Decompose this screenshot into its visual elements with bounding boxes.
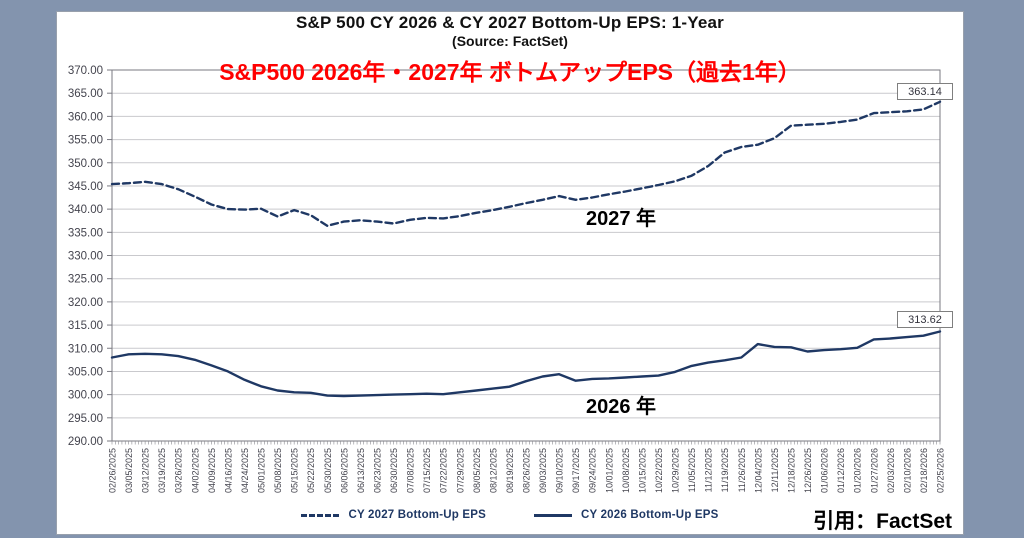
dashed-line-sample-icon (301, 513, 340, 517)
x-axis-tick-label: 12/18/2025 (786, 448, 796, 493)
x-axis-tick-label: 10/15/2025 (637, 448, 647, 493)
y-axis-tick-label: 320.00 (68, 297, 103, 309)
y-axis-tick-label: 365.00 (68, 88, 103, 100)
citation-text: 引用：FactSet (813, 510, 952, 533)
y-axis-tick-label: 355.00 (68, 135, 103, 147)
x-axis-tick-label: 06/23/2025 (372, 448, 382, 493)
x-axis-tick-label: 07/15/2025 (422, 448, 432, 493)
y-axis-tick-label: 350.00 (68, 158, 103, 170)
x-axis-tick-label: 07/08/2025 (406, 448, 416, 493)
series-line-2027 (110, 100, 942, 228)
x-axis-tick-label: 01/20/2026 (853, 448, 863, 493)
x-axis-tick-label: 08/19/2025 (505, 448, 515, 493)
x-axis-tick-label: 06/30/2025 (389, 448, 399, 493)
x-axis-tick-label: 04/16/2025 (223, 448, 233, 493)
x-axis-tick-label: 08/26/2025 (522, 448, 532, 493)
x-axis-tick-label: 03/26/2025 (174, 448, 184, 493)
x-axis-tick-label: 06/06/2025 (339, 448, 349, 493)
y-axis-tick-label: 310.00 (68, 343, 103, 355)
x-axis-tick-label: 06/13/2025 (356, 448, 366, 493)
solid-line-sample-icon (534, 513, 572, 517)
x-axis-tick-label: 03/05/2025 (124, 448, 134, 493)
x-axis-tick-label: 05/01/2025 (257, 448, 267, 493)
end-value-label-2027: 363.14 (897, 83, 953, 100)
series-line-2026 (110, 330, 942, 398)
x-axis-tick-label: 02/25/2026 (936, 448, 946, 493)
y-axis-tick-label: 335.00 (68, 227, 103, 239)
y-axis-tick-label: 370.00 (68, 65, 103, 77)
x-axis-tick-label: 02/10/2026 (902, 448, 912, 493)
y-axis-tick-label: 330.00 (68, 251, 103, 263)
x-axis-tick-label: 03/12/2025 (141, 448, 151, 493)
x-axis-tick-label: 01/06/2026 (820, 448, 830, 493)
x-axis-tick-label: 11/12/2025 (704, 448, 714, 492)
japanese-headline: S&P500 2026年・2027年 ボトムアップEPS（過去1年） (219, 59, 801, 85)
x-axis-tick-label: 08/12/2025 (488, 448, 498, 493)
y-axis-tick-label: 305.00 (68, 366, 103, 378)
x-axis-tick-label: 08/05/2025 (472, 448, 482, 493)
x-axis-tick-label: 07/22/2025 (439, 448, 449, 493)
legend-item-2027: CY 2027 Bottom-Up EPS (301, 509, 486, 521)
x-axis-tick-label: 05/30/2025 (323, 448, 333, 493)
x-axis-tick-label: 03/19/2025 (157, 448, 167, 493)
x-axis-tick-label: 01/27/2026 (869, 448, 879, 493)
x-axis-tick-label: 10/22/2025 (654, 448, 664, 493)
x-axis-tick-label: 02/18/2026 (919, 448, 929, 493)
series-annotation-2026: 2026 年 (586, 396, 657, 418)
x-axis-tick-label: 11/26/2025 (737, 448, 747, 492)
x-axis-tick-label: 07/29/2025 (455, 448, 465, 493)
y-axis-tick-label: 315.00 (68, 320, 103, 332)
y-axis-tick-label: 290.00 (68, 436, 103, 448)
x-axis-tick-label: 02/26/2025 (108, 448, 118, 493)
y-axis-tick-label: 340.00 (68, 204, 103, 216)
x-axis-tick-label: 05/22/2025 (306, 448, 316, 493)
x-axis-tick-label: 05/08/2025 (273, 448, 283, 493)
x-axis-tick-label: 11/19/2025 (720, 448, 730, 492)
y-axis-tick-label: 295.00 (68, 413, 103, 425)
chart-title: S&P 500 CY 2026 & CY 2027 Bottom-Up EPS:… (296, 13, 724, 32)
x-axis-tick-label: 10/29/2025 (671, 448, 681, 493)
y-axis-tick-label: 345.00 (68, 181, 103, 193)
y-axis-tick-label: 360.00 (68, 111, 103, 123)
legend-label-2027: CY 2027 Bottom-Up EPS (348, 509, 486, 521)
x-axis-tick-label: 09/24/2025 (588, 448, 598, 493)
x-axis-tick-label: 04/09/2025 (207, 448, 217, 493)
x-axis-tick-label: 10/08/2025 (621, 448, 631, 493)
x-axis-tick-label: 11/05/2025 (687, 448, 697, 492)
series-annotation-2027: 2027 年 (586, 208, 657, 230)
x-axis-tick-label: 09/03/2025 (538, 448, 548, 493)
x-axis-tick-label: 10/01/2025 (604, 448, 614, 493)
x-axis-tick-label: 12/26/2025 (803, 448, 813, 493)
x-axis-tick-label: 12/04/2025 (753, 448, 763, 493)
y-axis-tick-label: 300.00 (68, 390, 103, 402)
legend-item-2026: CY 2026 Bottom-Up EPS (534, 509, 719, 521)
x-axis-tick-label: 12/11/2025 (770, 448, 780, 492)
x-axis-tick-label: 05/15/2025 (290, 448, 300, 493)
x-axis-tick-label: 09/10/2025 (555, 448, 565, 493)
x-axis-tick-label: 04/02/2025 (190, 448, 200, 493)
y-axis-tick-label: 325.00 (68, 274, 103, 286)
chart-source-subtitle: (Source: FactSet) (452, 33, 568, 49)
x-axis-tick-label: 02/03/2026 (886, 448, 896, 493)
end-value-label-2026: 313.62 (897, 311, 953, 328)
x-axis-tick-label: 04/24/2025 (240, 448, 250, 493)
x-axis-tick-label: 09/17/2025 (571, 448, 581, 493)
chart-card (56, 11, 964, 535)
chart-legend: CY 2027 Bottom-Up EPS CY 2026 Bottom-Up … (56, 509, 964, 521)
legend-label-2026: CY 2026 Bottom-Up EPS (581, 509, 719, 521)
x-axis-tick-label: 01/12/2026 (836, 448, 846, 493)
